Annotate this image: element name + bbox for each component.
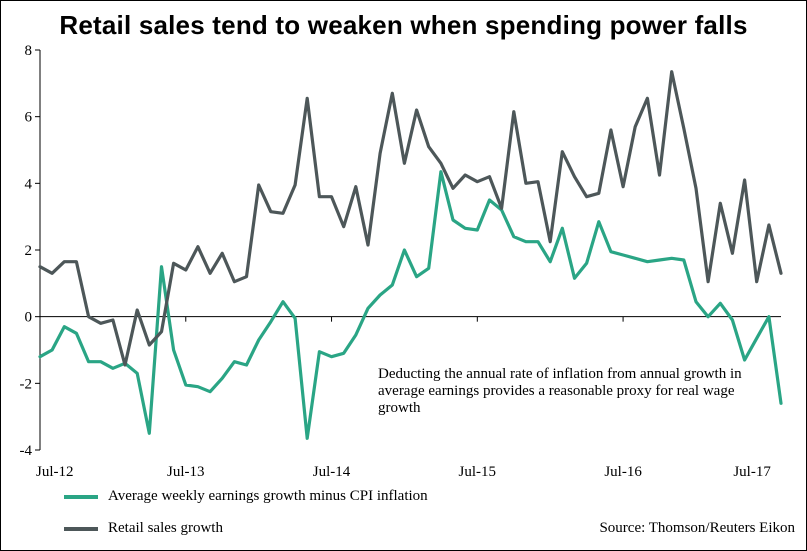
x-tick-label: Jul-17 bbox=[733, 464, 771, 480]
legend-item-earnings: Average weekly earnings growth minus CPI… bbox=[64, 488, 428, 505]
y-tick-label: 4 bbox=[25, 176, 33, 192]
chart-title: Retail sales tend to weaken when spendin… bbox=[59, 10, 748, 40]
x-tick-label: Jul-15 bbox=[459, 464, 497, 480]
y-tick-label: 8 bbox=[25, 43, 33, 59]
legend-label-earnings: Average weekly earnings growth minus CPI… bbox=[108, 488, 428, 504]
series-line-retail bbox=[38, 70, 783, 367]
y-tick-label: 6 bbox=[25, 110, 33, 126]
x-tick-label: Jul-14 bbox=[313, 464, 351, 480]
chart-annotation: Deducting the annual rate of inflation f… bbox=[378, 366, 742, 416]
series-line-earnings bbox=[38, 170, 783, 440]
legend-swatch-earnings bbox=[64, 494, 98, 499]
y-tick-label: -2 bbox=[20, 376, 33, 392]
source-note: Source: Thomson/Reuters Eikon bbox=[599, 520, 795, 536]
y-tick-label: 0 bbox=[25, 310, 33, 326]
legend-swatch-retail bbox=[64, 526, 98, 531]
x-tick-label: Jul-12 bbox=[36, 464, 74, 480]
legend-label-retail: Retail sales growth bbox=[108, 520, 223, 536]
y-tick-label: -4 bbox=[20, 443, 33, 459]
x-tick-label: Jul-16 bbox=[604, 464, 642, 480]
y-tick-label: 2 bbox=[25, 243, 33, 259]
x-tick-label: Jul-13 bbox=[167, 464, 205, 480]
legend-item-retail: Retail sales growth bbox=[64, 520, 223, 537]
